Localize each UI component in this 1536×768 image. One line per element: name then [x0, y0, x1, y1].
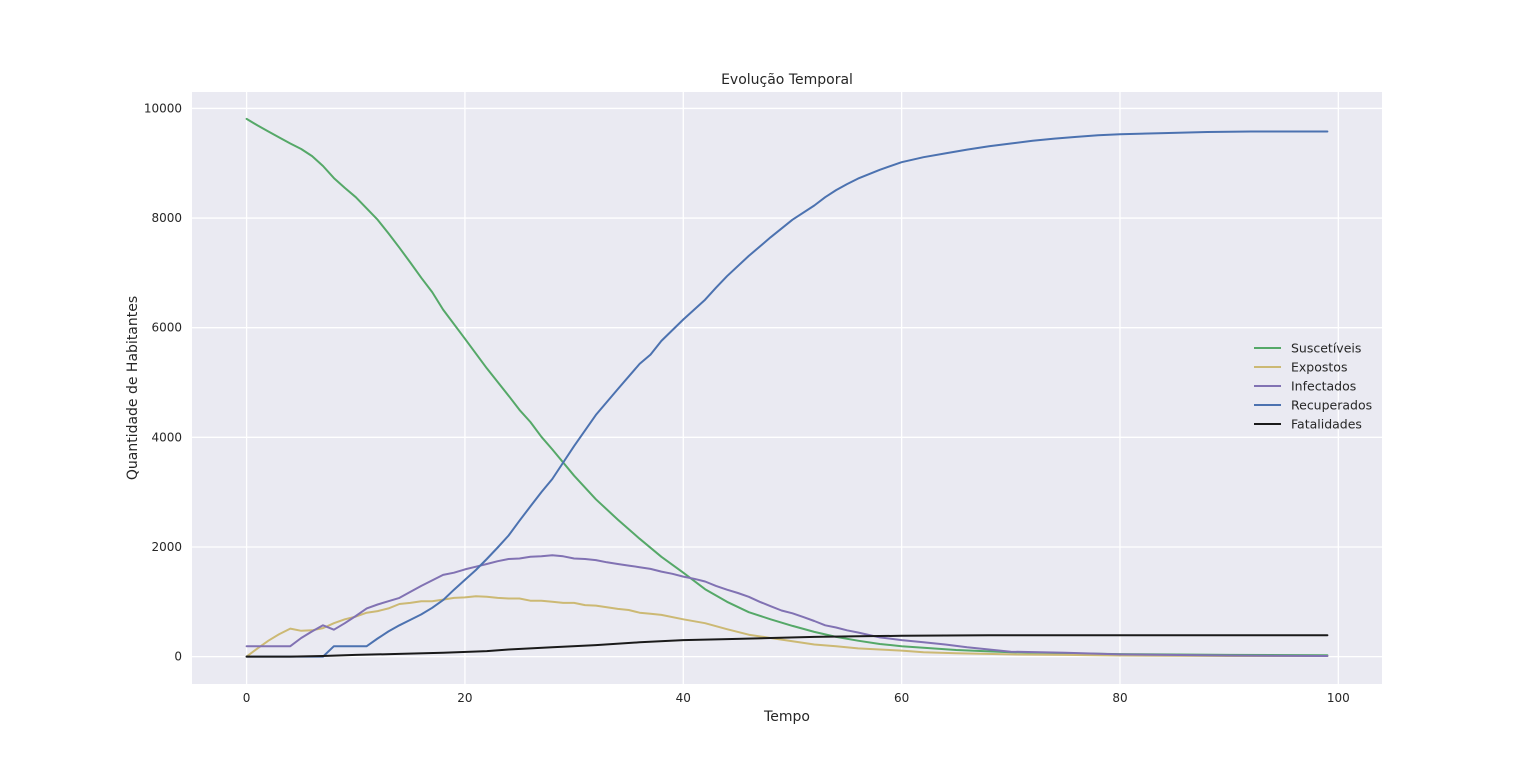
chart-title: Evolução Temporal: [721, 72, 853, 88]
x-axis-label: Tempo: [763, 709, 810, 725]
x-tick-label: 80: [1112, 691, 1127, 705]
y-tick-label: 6000: [151, 321, 182, 335]
y-tick-label: 4000: [151, 430, 182, 444]
x-tick-label: 0: [243, 691, 251, 705]
series-line-fatalidades: [245, 634, 1329, 658]
series-line-suscetiveis: [245, 117, 1329, 657]
x-tick-label: 20: [457, 691, 472, 705]
legend-entry: Expostos: [1291, 360, 1347, 375]
legend: Suscetíveis Expostos Infectados Recuperados…: [1254, 341, 1372, 432]
x-tick-label: 100: [1327, 691, 1350, 705]
x-tick-label: 40: [676, 691, 691, 705]
y-tick-label: 8000: [151, 211, 182, 225]
plot-area: [192, 92, 1382, 684]
legend-entry: Infectados: [1291, 379, 1356, 394]
y-axis-label: Quantidade de Habitantes: [125, 296, 141, 480]
y-tick-label: 2000: [151, 540, 182, 554]
y-tick-label: 0: [174, 650, 182, 664]
series-lines: [245, 117, 1329, 658]
y-tick-label: 10000: [144, 101, 182, 115]
series-line-expostos: [245, 595, 1329, 658]
legend-entry: Recuperados: [1291, 398, 1372, 413]
x-tick-label: 60: [894, 691, 909, 705]
legend-entry: Fatalidades: [1291, 417, 1362, 432]
series-line-recuperados: [245, 130, 1329, 658]
legend-entry: Suscetíveis: [1291, 341, 1361, 356]
tick-labels: 0 20 40 60 80 100 0 2000 4000 6000 8000 10000: [144, 101, 1350, 705]
series-line-infectados: [245, 554, 1329, 657]
